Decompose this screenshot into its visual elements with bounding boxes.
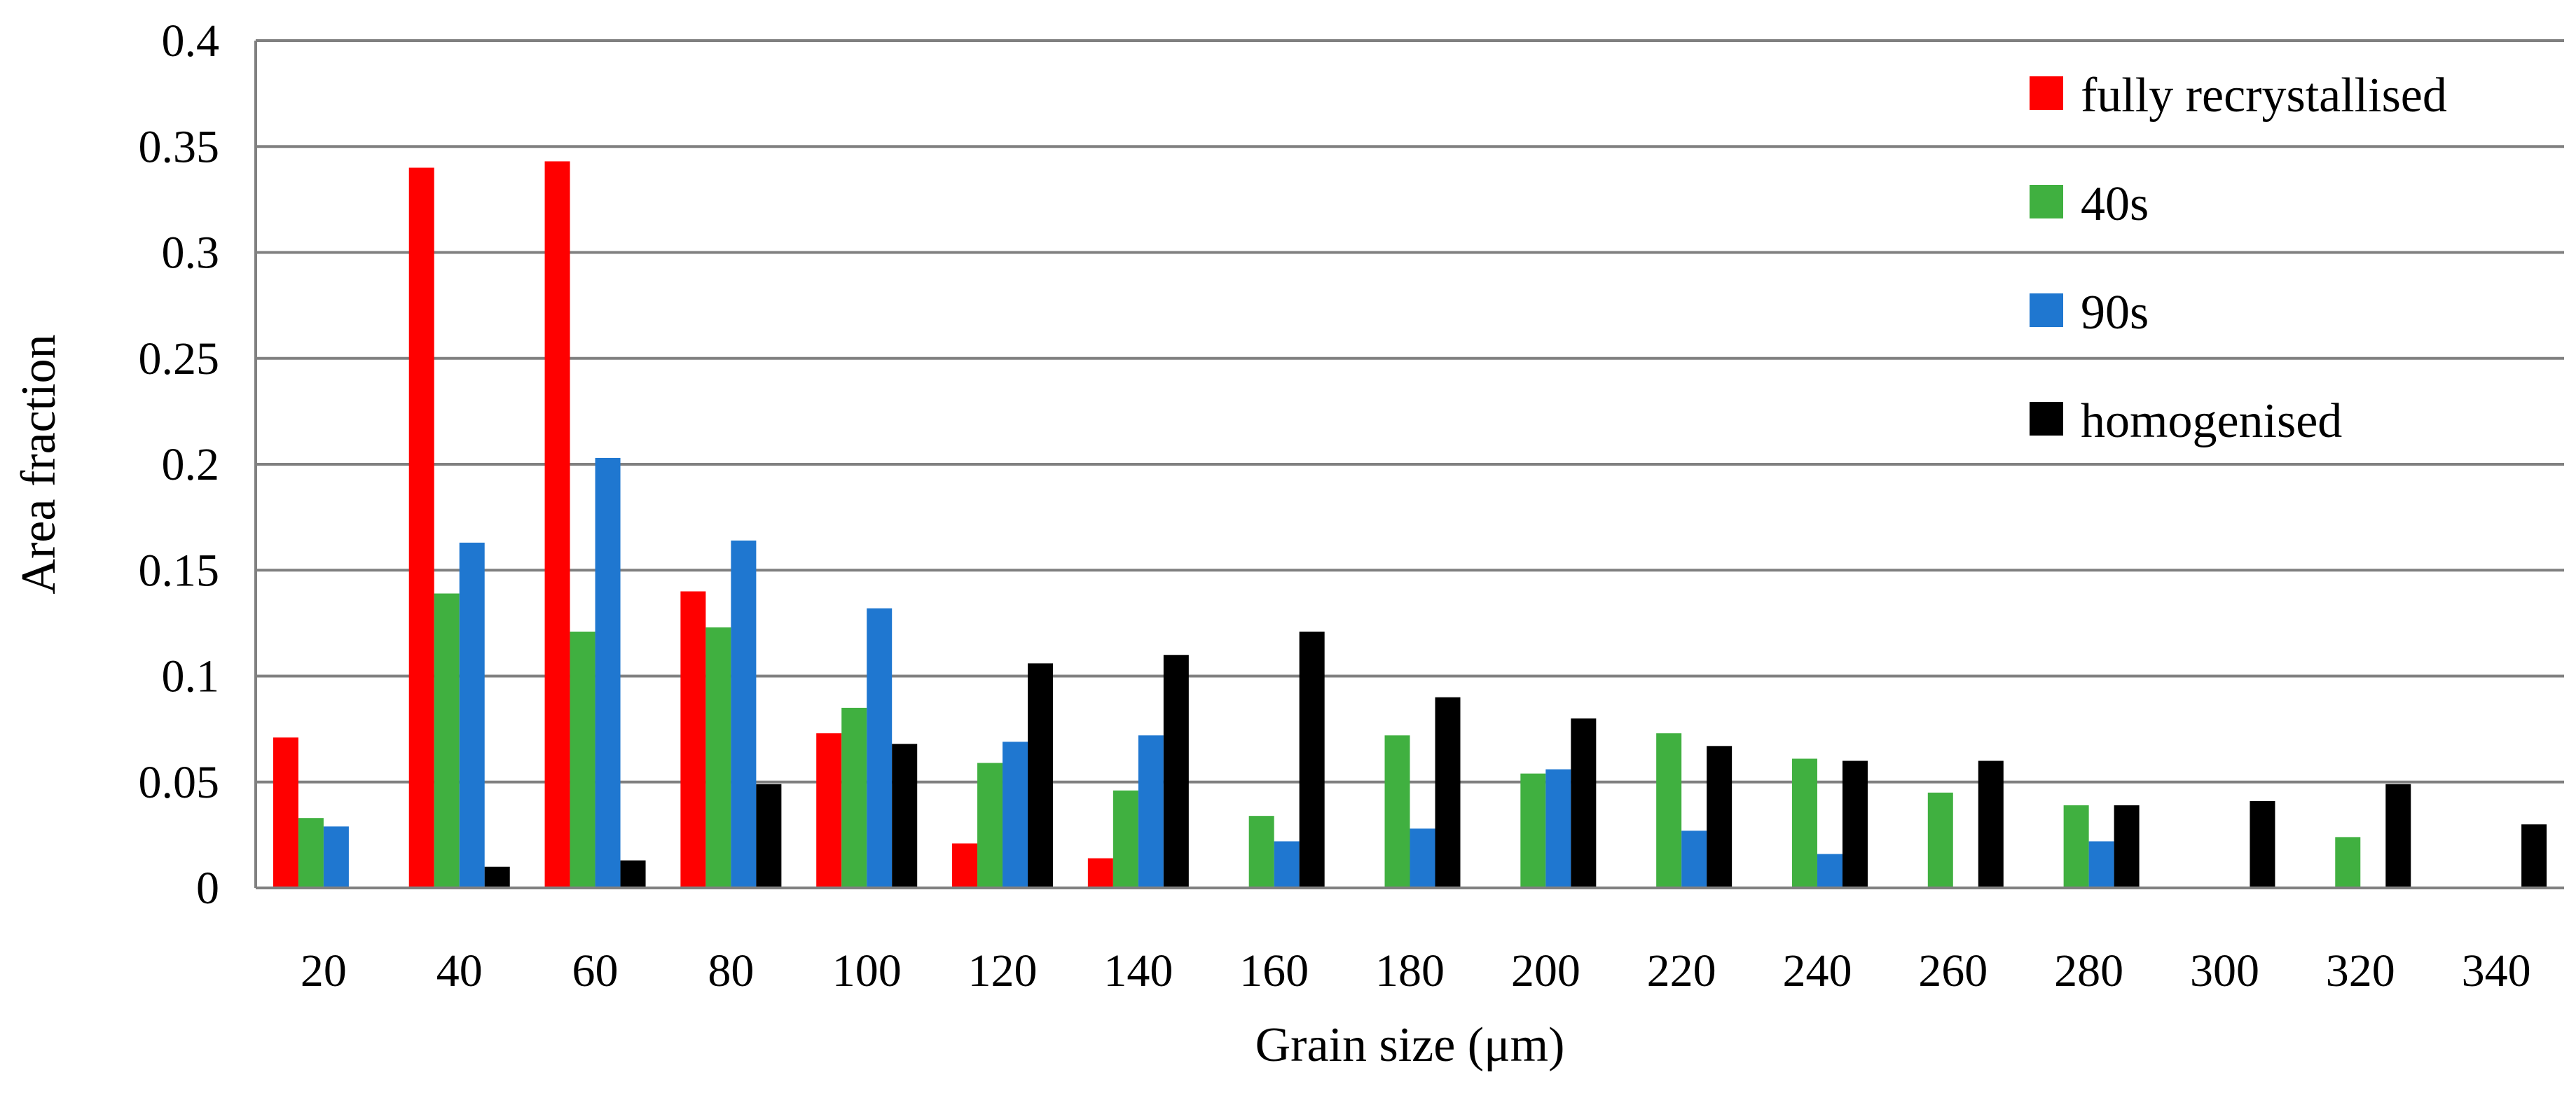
bar-homogenised-340 bbox=[2521, 824, 2547, 888]
x-tick-label: 40 bbox=[436, 945, 483, 996]
bar-90s-120 bbox=[1003, 742, 1028, 888]
legend-swatch bbox=[2030, 76, 2063, 110]
bar-90s-280 bbox=[2088, 841, 2114, 888]
bar-homogenised-100 bbox=[892, 744, 918, 888]
gridlines bbox=[256, 39, 2564, 784]
bar-homogenised-80 bbox=[756, 784, 782, 888]
bar-homogenised-280 bbox=[2114, 805, 2140, 888]
x-tick-label: 240 bbox=[1782, 945, 1852, 996]
y-tick-label: 0.4 bbox=[162, 15, 220, 67]
bar-90s-20 bbox=[323, 826, 349, 888]
x-tick-label: 80 bbox=[708, 945, 754, 996]
bar-40s-60 bbox=[570, 631, 595, 888]
bar-90s-40 bbox=[459, 542, 485, 888]
y-axis-title: Area fraction bbox=[12, 334, 66, 594]
bar-homogenised-60 bbox=[620, 860, 646, 888]
x-tick-label: 280 bbox=[2054, 945, 2123, 996]
legend-label: 40s bbox=[2081, 177, 2149, 231]
bar-90s-240 bbox=[1817, 854, 1843, 888]
y-tick-label: 0.3 bbox=[162, 228, 220, 279]
bar-fully-recrystallised-80 bbox=[680, 591, 706, 888]
bar-90s-220 bbox=[1681, 831, 1707, 888]
x-tick-label: 160 bbox=[1239, 945, 1309, 996]
y-tick-label: 0.2 bbox=[162, 439, 220, 490]
bar-40s-220 bbox=[1656, 733, 1682, 888]
x-tick-label: 300 bbox=[2190, 945, 2259, 996]
bar-fully-recrystallised-140 bbox=[1087, 858, 1113, 888]
x-tick-label: 200 bbox=[1511, 945, 1580, 996]
bar-homogenised-240 bbox=[1842, 760, 1868, 888]
bar-40s-40 bbox=[434, 593, 460, 888]
bar-40s-20 bbox=[298, 818, 324, 888]
bar-90s-100 bbox=[867, 608, 893, 888]
bar-40s-200 bbox=[1520, 773, 1546, 888]
bar-40s-160 bbox=[1248, 816, 1274, 888]
bar-40s-280 bbox=[2063, 805, 2089, 888]
x-tick-label: 20 bbox=[301, 945, 347, 996]
bar-homogenised-140 bbox=[1163, 655, 1189, 888]
bar-fully-recrystallised-100 bbox=[816, 733, 842, 888]
x-tick-label: 220 bbox=[1647, 945, 1716, 996]
x-tick-label: 340 bbox=[2462, 945, 2531, 996]
bar-series bbox=[273, 161, 2547, 888]
bar-homogenised-220 bbox=[1707, 746, 1733, 888]
bar-fully-recrystallised-20 bbox=[273, 737, 298, 888]
bar-homogenised-40 bbox=[484, 866, 510, 888]
x-tick-label: 60 bbox=[572, 945, 619, 996]
x-axis-title: Grain size (μm) bbox=[1255, 1018, 1565, 1072]
bar-40s-180 bbox=[1384, 735, 1410, 888]
bar-40s-320 bbox=[2335, 837, 2361, 888]
y-tick-label: 0.25 bbox=[139, 333, 220, 384]
bar-90s-180 bbox=[1410, 828, 1435, 888]
x-tick-label: 100 bbox=[832, 945, 902, 996]
x-tick-label: 120 bbox=[968, 945, 1038, 996]
y-tick-label: 0.15 bbox=[139, 545, 220, 596]
bar-90s-80 bbox=[731, 540, 757, 888]
bar-fully-recrystallised-120 bbox=[952, 843, 978, 888]
x-axis-ticks: 20 40 60 80 100 120 140 160 180 200 220 240 260 280 30… bbox=[301, 945, 2531, 996]
x-tick-label: 320 bbox=[2326, 945, 2395, 996]
legend-label: homogenised bbox=[2081, 394, 2342, 448]
bar-homogenised-120 bbox=[1028, 663, 1054, 888]
bar-40s-80 bbox=[705, 627, 731, 888]
y-tick-label: 0 bbox=[196, 863, 219, 914]
bar-40s-120 bbox=[977, 763, 1003, 888]
bar-fully-recrystallised-60 bbox=[544, 161, 570, 888]
legend-swatch bbox=[2030, 293, 2063, 327]
bar-40s-140 bbox=[1113, 790, 1138, 888]
legend-label: 90s bbox=[2081, 286, 2149, 340]
bar-40s-240 bbox=[1791, 758, 1817, 888]
y-tick-label: 0.1 bbox=[162, 651, 220, 702]
bar-40s-260 bbox=[1927, 792, 1953, 888]
bar-90s-60 bbox=[595, 457, 621, 888]
bar-fully-recrystallised-40 bbox=[408, 167, 434, 888]
y-axis-ticks: 0 0.05 0.1 0.15 0.2 0.25 0.3 0.35 0.4 bbox=[139, 15, 220, 914]
x-tick-label: 180 bbox=[1375, 945, 1445, 996]
legend: fully recrystallised 40s 90s homogenised bbox=[2030, 69, 2447, 448]
y-tick-label: 0.05 bbox=[139, 757, 220, 808]
legend-swatch bbox=[2030, 185, 2063, 218]
x-tick-label: 140 bbox=[1103, 945, 1173, 996]
bar-homogenised-180 bbox=[1435, 697, 1461, 888]
bar-homogenised-260 bbox=[1978, 760, 2004, 888]
x-tick-label: 260 bbox=[1918, 945, 1988, 996]
legend-label: fully recrystallised bbox=[2081, 69, 2447, 123]
legend-swatch bbox=[2030, 402, 2063, 436]
y-tick-label: 0.35 bbox=[139, 121, 220, 172]
bar-40s-100 bbox=[841, 707, 867, 888]
bar-homogenised-160 bbox=[1299, 631, 1325, 888]
bar-homogenised-200 bbox=[1571, 718, 1597, 888]
bar-90s-140 bbox=[1138, 735, 1164, 888]
bar-90s-160 bbox=[1274, 841, 1300, 888]
bar-homogenised-320 bbox=[2385, 784, 2411, 888]
bar-homogenised-300 bbox=[2250, 800, 2275, 888]
bar-90s-200 bbox=[1545, 769, 1571, 888]
